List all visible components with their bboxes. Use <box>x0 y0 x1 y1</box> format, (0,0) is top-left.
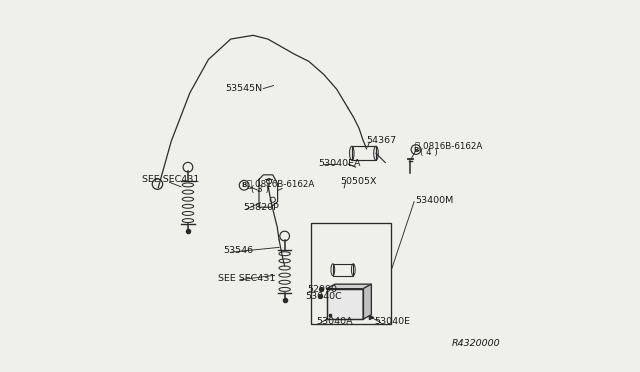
Text: Ⓑ 0816B-6162A: Ⓑ 0816B-6162A <box>248 179 315 188</box>
Text: ( 3 ): ( 3 ) <box>251 185 269 194</box>
Polygon shape <box>326 284 371 289</box>
Text: B: B <box>413 147 419 153</box>
Text: SEE SEC431: SEE SEC431 <box>142 175 200 184</box>
Bar <box>352 146 376 160</box>
Text: B: B <box>241 182 247 188</box>
Text: 53546: 53546 <box>223 246 253 255</box>
Polygon shape <box>363 284 371 319</box>
Text: 53040EA: 53040EA <box>318 158 361 167</box>
Text: 50505X: 50505X <box>340 177 377 186</box>
Text: SEE SEC431: SEE SEC431 <box>218 274 275 283</box>
Text: 53040A: 53040A <box>316 317 353 326</box>
Bar <box>333 264 353 276</box>
Text: 53040E: 53040E <box>374 317 410 326</box>
Text: 53400M: 53400M <box>415 196 453 205</box>
Text: 52990: 52990 <box>307 285 337 294</box>
Text: Ⓑ 0816B-6162A: Ⓑ 0816B-6162A <box>415 142 482 151</box>
Text: 53040C: 53040C <box>305 292 342 301</box>
Bar <box>326 289 363 319</box>
Text: 53545N: 53545N <box>225 84 262 93</box>
Text: 53820P: 53820P <box>244 203 280 212</box>
Polygon shape <box>335 284 371 315</box>
Text: R4320000: R4320000 <box>452 339 500 348</box>
Bar <box>310 223 390 324</box>
Text: 54367: 54367 <box>367 136 397 145</box>
Text: ( 4 ): ( 4 ) <box>420 148 438 157</box>
